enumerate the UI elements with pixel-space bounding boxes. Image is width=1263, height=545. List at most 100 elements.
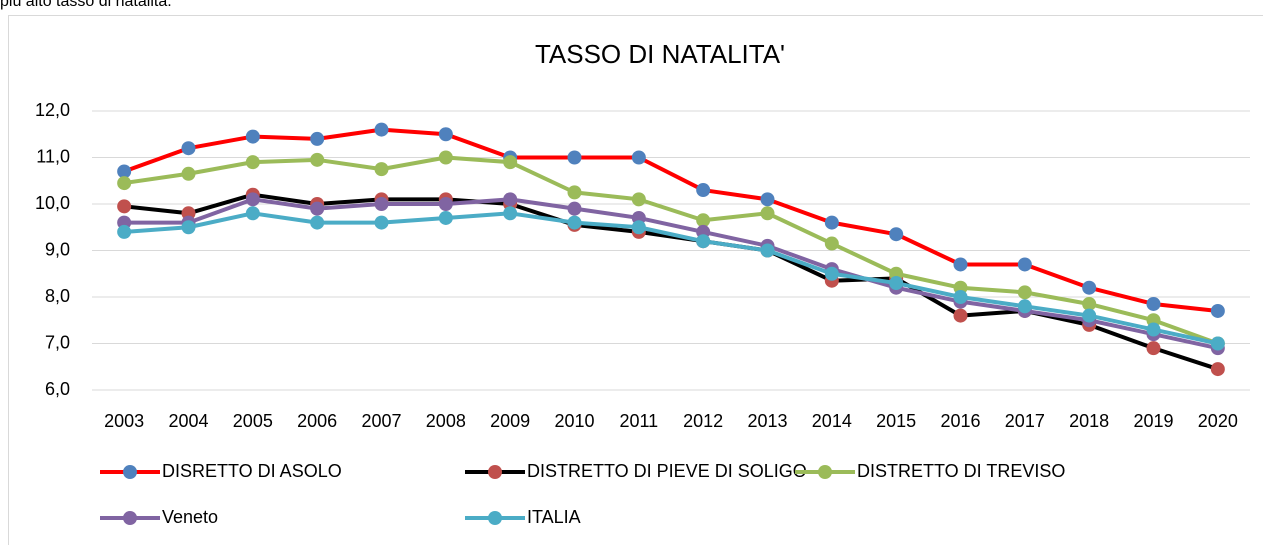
chart-title: TASSO DI NATALITA' (535, 39, 785, 69)
data-point (310, 131, 325, 146)
data-point (503, 192, 518, 207)
legend-marker (123, 511, 137, 525)
data-point (953, 290, 968, 304)
x-tick-label: 2017 (1005, 411, 1045, 431)
data-point (1146, 341, 1161, 356)
data-point (1146, 322, 1161, 337)
data-point (245, 206, 260, 221)
data-point (117, 176, 132, 191)
y-tick-label: 10,0 (35, 193, 70, 213)
data-point (438, 197, 453, 211)
x-tick-label: 2020 (1198, 411, 1238, 431)
data-point (438, 150, 453, 165)
legend-label: DISRETTO DI ASOLO (162, 461, 342, 481)
data-point (696, 234, 711, 249)
x-tick-label: 2008 (426, 411, 466, 431)
data-point (1017, 299, 1032, 314)
x-tick-label: 2003 (104, 411, 144, 431)
data-point (696, 213, 711, 228)
data-point (1210, 336, 1225, 351)
data-point (438, 210, 453, 225)
legend-marker (818, 465, 832, 479)
x-tick-label: 2019 (1133, 411, 1173, 431)
legend-label: DISTRETTO DI TREVISO (857, 461, 1065, 481)
data-point (374, 162, 389, 177)
data-point (374, 197, 389, 211)
data-point (760, 206, 775, 221)
x-tick-label: 2014 (812, 411, 852, 431)
data-point (824, 266, 839, 281)
data-point (889, 227, 904, 242)
data-point (567, 185, 582, 200)
x-tick-label: 2004 (168, 411, 208, 431)
data-point (1017, 257, 1032, 272)
data-point (631, 192, 646, 207)
y-tick-label: 9,0 (45, 239, 70, 259)
data-point (310, 152, 325, 167)
data-point (953, 257, 968, 272)
series-line (123, 127, 1219, 313)
intro-text: più alto tasso di natalità. (0, 0, 172, 10)
data-point (181, 220, 196, 235)
x-tick-label: 2011 (619, 411, 658, 431)
y-tick-label: 6,0 (45, 379, 70, 399)
chart-frame (8, 15, 1263, 545)
data-point (117, 224, 132, 239)
y-tick-label: 11,0 (36, 146, 70, 166)
legend-marker (488, 465, 502, 479)
legend-label: Veneto (162, 507, 218, 527)
x-tick-label: 2013 (747, 411, 787, 431)
data-point (117, 164, 132, 179)
data-point (503, 206, 518, 221)
data-point (438, 127, 453, 142)
data-point (567, 201, 582, 216)
legend-label: ITALIA (527, 507, 581, 527)
data-point (1082, 296, 1097, 311)
data-point (824, 215, 839, 230)
y-tick-label: 7,0 (45, 332, 70, 352)
data-point (1210, 362, 1225, 377)
data-point (953, 308, 968, 323)
data-point (310, 201, 325, 216)
x-tick-label: 2015 (876, 411, 916, 431)
data-point (310, 215, 325, 230)
data-point (567, 215, 582, 230)
data-point (181, 141, 196, 156)
x-tick-label: 2010 (554, 411, 594, 431)
x-tick-label: 2018 (1069, 411, 1109, 431)
data-point (1210, 303, 1225, 318)
x-tick-label: 2005 (233, 411, 273, 431)
data-point (1082, 308, 1097, 323)
legend-marker (488, 511, 502, 525)
series-line (124, 211, 1219, 346)
data-point (567, 150, 582, 165)
legend-label: DISTRETTO DI PIEVE DI SOLIGO (527, 461, 807, 481)
series-line (123, 155, 1219, 346)
data-point (181, 166, 196, 181)
data-point (824, 236, 839, 251)
data-point (374, 122, 389, 137)
data-point (760, 243, 775, 258)
data-point (245, 155, 260, 170)
data-point (117, 199, 132, 214)
data-point (1017, 285, 1032, 300)
x-tick-label: 2009 (490, 411, 530, 431)
x-tick-label: 2012 (683, 411, 723, 431)
data-point (1082, 280, 1097, 295)
data-point (1146, 296, 1161, 311)
data-point (631, 150, 646, 165)
data-point (503, 155, 518, 170)
data-point (696, 183, 711, 198)
data-point (245, 129, 260, 144)
data-point (631, 220, 646, 235)
data-point (889, 276, 904, 291)
series-line (124, 197, 1219, 351)
x-tick-label: 2006 (297, 411, 337, 431)
y-tick-label: 12,0 (35, 100, 70, 120)
x-tick-label: 2016 (940, 411, 980, 431)
y-tick-label: 8,0 (45, 286, 70, 306)
legend-marker (123, 465, 137, 479)
x-tick-label: 2007 (361, 411, 401, 431)
